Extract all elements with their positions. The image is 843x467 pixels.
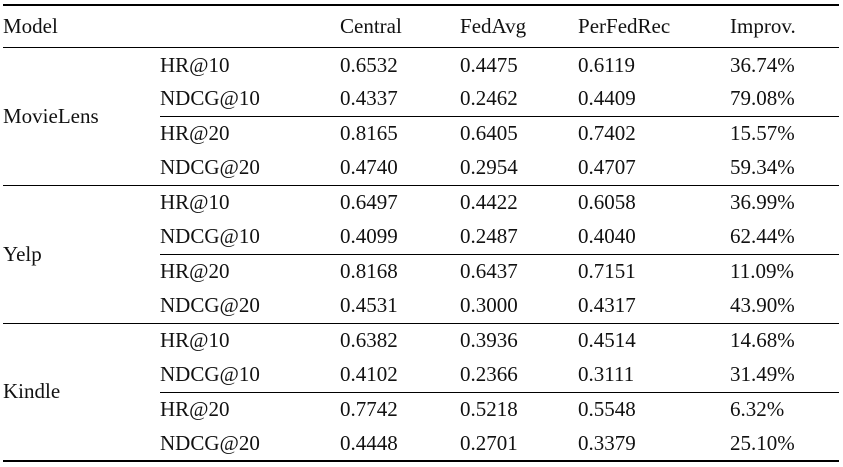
dataset-label-yelp: Yelp [3, 241, 42, 266]
table-row: Kindle HR@10 0.6382 0.3936 0.4514 14.68% [3, 323, 840, 403]
table-row: NDCG@20 0.4448 0.2701 0.3379 25.10% [3, 427, 840, 461]
column-header-perfedrec: PerFedRec [578, 14, 671, 39]
central-value: 0.8168 [340, 253, 461, 289]
fedavg-value: 0.5218 [460, 391, 579, 427]
perfedrec-value: 0.3379 [578, 430, 636, 455]
central-value: 0.6382 [340, 328, 398, 353]
fedavg-value: 0.2701 [460, 430, 518, 455]
central-value: 0.4448 [340, 430, 398, 455]
metric-cell: HR@20 [160, 115, 341, 151]
table-row: MovieLens HR@10 0.6532 0.4475 0.6119 36.… [3, 47, 840, 128]
improv-value: 59.34% [730, 155, 795, 180]
improv-value: 36.74% [730, 52, 795, 77]
column-header-model: Model [3, 14, 58, 39]
dataset-label-movielens: MovieLens [3, 103, 99, 128]
metric-cell: HR@10 [160, 190, 230, 215]
metric-cell: NDCG@20 [160, 293, 260, 318]
central-value: 0.6497 [340, 190, 398, 215]
table-row: NDCG@20 0.4531 0.3000 0.4317 43.90% [3, 289, 839, 323]
fedavg-value: 0.2366 [460, 362, 518, 387]
metric-cell: NDCG@10 [160, 224, 260, 249]
table-row: HR@20 0.8165 0.6405 0.7402 15.57% [3, 115, 840, 151]
perfedrec-value: 0.6119 [578, 52, 635, 77]
column-header-fedavg: FedAvg [460, 14, 527, 39]
central-value: 0.4531 [340, 293, 398, 318]
fedavg-value: 0.2487 [460, 224, 518, 249]
fedavg-value: 0.2954 [460, 155, 518, 180]
metric-cell: HR@10 [160, 328, 230, 353]
table-row: NDCG@10 0.4099 0.2487 0.4040 62.44% [3, 220, 839, 254]
improv-value: 25.10% [730, 430, 795, 455]
fedavg-value: 0.4422 [460, 190, 518, 215]
perfedrec-value: 0.3111 [578, 362, 635, 387]
fedavg-value: 0.6405 [460, 115, 579, 151]
improv-value: 15.57% [730, 115, 840, 151]
improv-value: 6.32% [730, 391, 840, 427]
improv-value: 11.09% [730, 253, 840, 289]
metric-cell: NDCG@20 [160, 155, 260, 180]
central-value: 0.4740 [340, 155, 398, 180]
column-header-improv: Improv. [730, 14, 796, 39]
central-value: 0.8165 [340, 115, 461, 151]
table-row: NDCG@10 0.4337 0.2462 0.4409 79.08% [3, 82, 839, 116]
central-value: 0.4337 [340, 86, 398, 111]
improv-value: 62.44% [730, 224, 795, 249]
central-value: 0.4099 [340, 224, 398, 249]
table-row: NDCG@20 0.4740 0.2954 0.4707 59.34% [3, 151, 839, 185]
perfedrec-value: 0.4409 [578, 86, 636, 111]
central-value: 0.6532 [340, 52, 398, 77]
metric-cell: HR@20 [160, 391, 341, 427]
metric-cell: HR@20 [160, 253, 341, 289]
perfedrec-value: 0.7151 [578, 253, 731, 289]
fedavg-value: 0.3936 [460, 328, 518, 353]
perfedrec-value: 0.5548 [578, 391, 731, 427]
central-value: 0.7742 [340, 391, 461, 427]
improv-value: 43.90% [730, 293, 795, 318]
table-row: HR@20 0.8168 0.6437 0.7151 11.09% [3, 253, 840, 289]
table-row: Yelp HR@10 0.6497 0.4422 0.6058 36.99% [3, 185, 840, 266]
dataset-label-kindle: Kindle [3, 379, 61, 404]
improv-value: 14.68% [730, 328, 795, 353]
improv-value: 36.99% [730, 190, 795, 215]
metric-cell: HR@10 [160, 52, 230, 77]
perfedrec-value: 0.4317 [578, 293, 636, 318]
metric-cell: NDCG@10 [160, 86, 260, 111]
fedavg-value: 0.3000 [460, 293, 518, 318]
table-row: NDCG@10 0.4102 0.2366 0.3111 31.49% [3, 358, 839, 392]
improv-value: 79.08% [730, 86, 795, 111]
table-row: HR@20 0.7742 0.5218 0.5548 6.32% [3, 391, 840, 427]
column-header-central: Central [340, 14, 402, 39]
improv-value: 31.49% [730, 362, 795, 387]
fedavg-value: 0.4475 [460, 52, 518, 77]
central-value: 0.4102 [340, 362, 398, 387]
perfedrec-value: 0.4514 [578, 328, 636, 353]
metric-cell: NDCG@10 [160, 362, 260, 387]
fedavg-value: 0.2462 [460, 86, 518, 111]
header-row: Model Central FedAvg PerFedRec Improv. [3, 5, 840, 48]
perfedrec-value: 0.4040 [578, 224, 636, 249]
results-table: Model Central FedAvg PerFedRec Improv. M… [3, 4, 840, 462]
metric-cell: NDCG@20 [160, 430, 260, 455]
perfedrec-value: 0.4707 [578, 155, 636, 180]
perfedrec-value: 0.6058 [578, 190, 636, 215]
fedavg-value: 0.6437 [460, 253, 579, 289]
perfedrec-value: 0.7402 [578, 115, 731, 151]
